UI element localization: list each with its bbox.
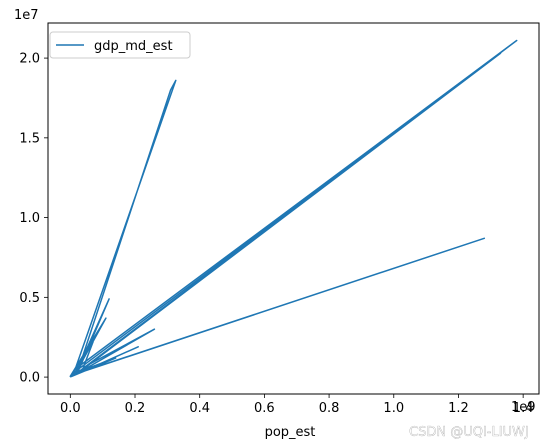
y-tick-label: 0.0 xyxy=(19,371,40,386)
x-tick-label: 1.0 xyxy=(383,401,404,416)
x-tick-label: 0.8 xyxy=(319,401,340,416)
y-tick-label: 1.0 xyxy=(19,211,40,226)
x-tick-label: 0.0 xyxy=(60,401,81,416)
y-tick-label: 0.5 xyxy=(19,291,40,306)
series-line-gdp_md_est xyxy=(69,39,518,378)
x-tick-label: 0.4 xyxy=(189,401,210,416)
x-axis-ticks: 0.0 0.2 0.4 0.6 0.8 1.0 1.2 1.4 xyxy=(60,394,534,416)
x-tick-label: 0.6 xyxy=(254,401,275,416)
y-axis-offset-label: 1e7 xyxy=(14,8,39,23)
series-layer xyxy=(69,39,518,378)
legend-box xyxy=(49,31,191,59)
x-tick-label: 1.4 xyxy=(513,401,534,416)
legend: gdp_md_est xyxy=(49,31,191,59)
x-axis-offset-label: 1e9 xyxy=(511,400,536,415)
x-axis-label: pop_est xyxy=(265,425,316,440)
y-tick-label: 1.5 xyxy=(19,131,40,146)
legend-label: gdp_md_est xyxy=(94,39,173,54)
x-tick-label: 1.2 xyxy=(448,401,469,416)
watermark: CSDN @UQI-LIUWJ xyxy=(409,425,529,440)
y-tick-label: 2.0 xyxy=(19,52,40,67)
y-axis-ticks: 0.0 0.5 1.0 1.5 2.0 xyxy=(19,52,48,386)
x-tick-label: 0.2 xyxy=(125,401,146,416)
plot-area-frame xyxy=(47,22,540,395)
